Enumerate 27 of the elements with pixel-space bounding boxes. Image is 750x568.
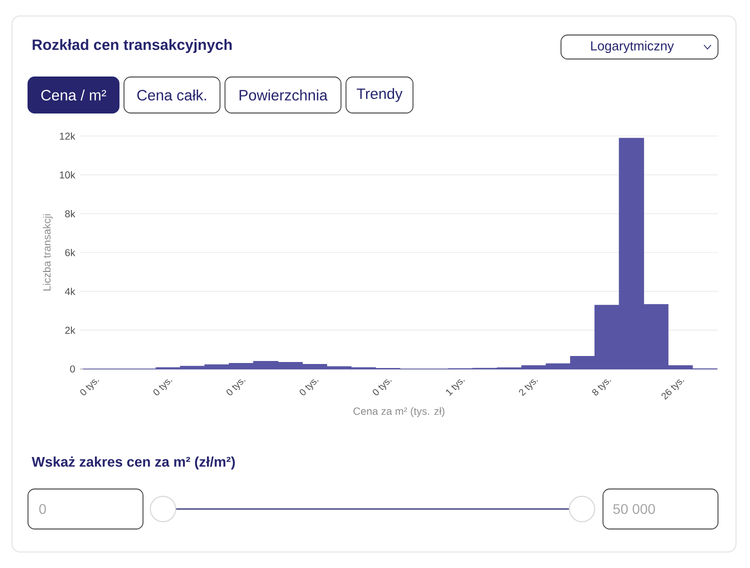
x-tick-label: 0 tys. [153,380,172,396]
x-tick-label: 0 tys. [372,380,392,396]
x-tick-label: 0 tys. [80,380,100,396]
y-tick-label: 2k [65,326,76,334]
y-tick-label: 4k [64,288,76,295]
y-tick-label: 6k [65,248,76,256]
y-tick-label: 8k [65,210,76,218]
text: 0 [39,504,46,514]
x-tick-label: 26 tys. [662,380,684,400]
text: Powierzchnia [240,89,328,101]
y-tick-label: 10k [60,171,76,179]
text: Logarytmiczny [591,40,674,54]
text: Cena / m² [41,89,106,101]
text: 50 000 [613,504,655,514]
chart-title: Rozkład cen transakcyjnych [32,39,232,53]
x-tick-label: 0 tys. [226,380,246,396]
text: Trendy [356,88,403,102]
x-tick-label: 0 tys. [300,380,319,396]
y-tick-label: 0 [70,365,75,373]
y-axis-title: Liczba transakcji [42,214,53,290]
text: Wskaż zakres cen za m² (zł/m²) [32,456,235,470]
x-tick-label: 1 tys. [446,379,465,396]
x-tick-label: 2 tys. [519,380,538,396]
text: Cena całk. [137,89,206,101]
y-tick-label: 12k [60,132,76,140]
x-axis-title: Cena za m² (tys. zł) [354,407,444,417]
x-tick-label: 8 tys. [592,380,612,396]
